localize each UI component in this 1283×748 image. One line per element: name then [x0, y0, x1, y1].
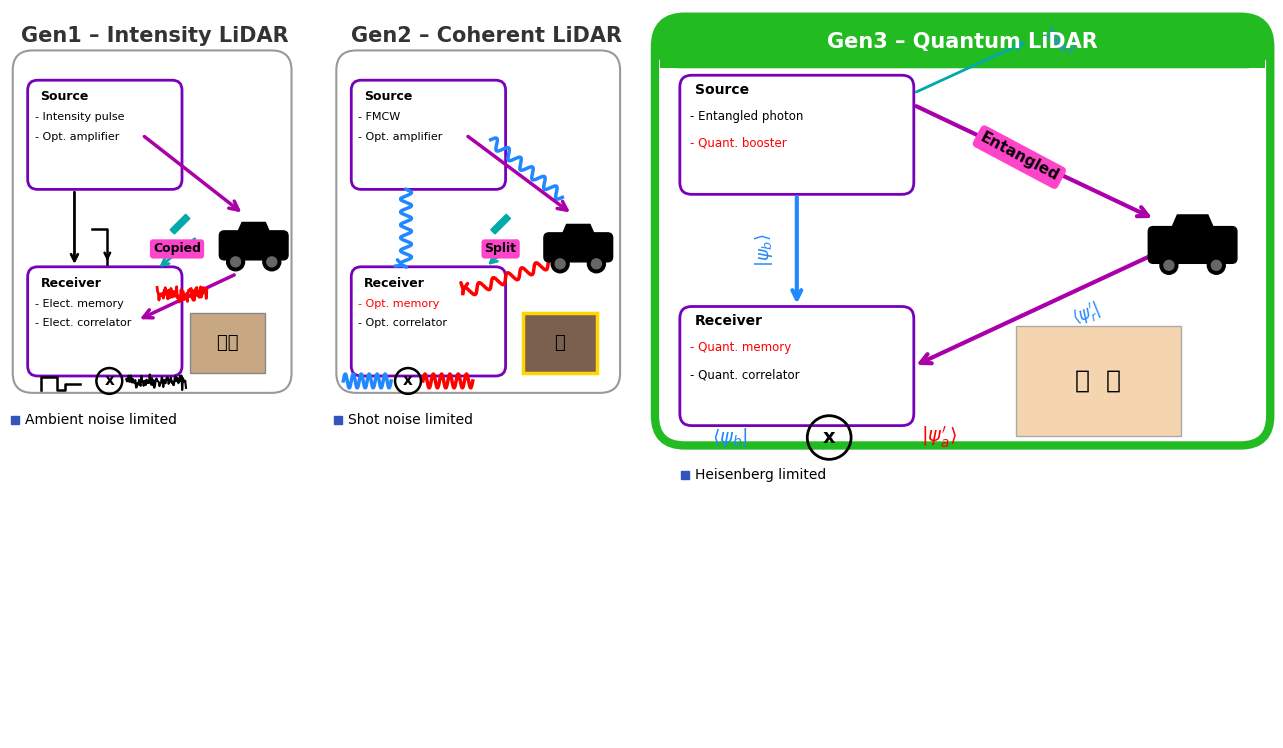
Text: Gen2 – Coherent LiDAR: Gen2 – Coherent LiDAR: [352, 25, 622, 46]
Text: - Opt. amplifier: - Opt. amplifier: [358, 132, 443, 142]
Polygon shape: [237, 222, 269, 233]
FancyBboxPatch shape: [659, 43, 1265, 68]
FancyBboxPatch shape: [654, 16, 1270, 446]
FancyBboxPatch shape: [28, 80, 182, 189]
FancyBboxPatch shape: [544, 233, 612, 262]
Circle shape: [231, 257, 240, 267]
FancyBboxPatch shape: [352, 267, 506, 376]
Text: x: x: [104, 373, 114, 388]
Text: x: x: [822, 428, 835, 447]
FancyBboxPatch shape: [654, 16, 1270, 68]
Text: Receiver: Receiver: [364, 277, 425, 289]
Circle shape: [588, 255, 606, 273]
Text: - Quant. booster: - Quant. booster: [690, 137, 786, 150]
Text: $|\psi_b\rangle$: $|\psi_b\rangle$: [753, 233, 775, 267]
Circle shape: [1160, 257, 1178, 275]
Text: $|\psi_a\rangle$: $|\psi_a\rangle$: [1041, 22, 1080, 58]
Circle shape: [591, 259, 602, 269]
FancyBboxPatch shape: [1148, 227, 1237, 263]
Circle shape: [1207, 257, 1225, 275]
FancyBboxPatch shape: [352, 80, 506, 189]
Text: - Opt. amplifier: - Opt. amplifier: [35, 132, 119, 142]
Text: - Elect. memory: - Elect. memory: [35, 298, 123, 309]
FancyBboxPatch shape: [522, 313, 597, 373]
Text: Gen1 – Intensity LiDAR: Gen1 – Intensity LiDAR: [21, 25, 289, 46]
Text: - Intensity pulse: - Intensity pulse: [35, 112, 124, 122]
Circle shape: [263, 253, 281, 271]
Text: - Quant. memory: - Quant. memory: [690, 341, 792, 355]
Circle shape: [552, 255, 570, 273]
Text: - FMCW: - FMCW: [358, 112, 400, 122]
Circle shape: [227, 253, 245, 271]
Text: - Entangled photon: - Entangled photon: [690, 110, 803, 123]
FancyBboxPatch shape: [680, 76, 913, 194]
Text: Receiver: Receiver: [41, 277, 101, 289]
Text: Shot noise limited: Shot noise limited: [348, 413, 473, 426]
Text: Entangled: Entangled: [978, 130, 1061, 184]
Text: Source: Source: [41, 90, 89, 103]
Text: - Opt. correlator: - Opt. correlator: [358, 319, 448, 328]
Text: - Elect. correlator: - Elect. correlator: [35, 319, 131, 328]
Text: Source: Source: [695, 83, 749, 97]
FancyBboxPatch shape: [680, 307, 913, 426]
Text: $\langle\psi_r'|$: $\langle\psi_r'|$: [1069, 298, 1105, 331]
Text: 👩‍👩: 👩‍👩: [217, 334, 239, 352]
Text: Split: Split: [485, 242, 517, 255]
Text: Copied: Copied: [153, 242, 201, 255]
FancyBboxPatch shape: [171, 214, 190, 234]
FancyBboxPatch shape: [219, 231, 289, 260]
Circle shape: [1164, 260, 1174, 270]
Text: Gen3 – Quantum LiDAR: Gen3 – Quantum LiDAR: [828, 32, 1098, 52]
Polygon shape: [562, 224, 594, 235]
FancyBboxPatch shape: [1016, 326, 1180, 435]
Text: - Quant. correlator: - Quant. correlator: [690, 368, 799, 381]
Text: $|\psi_a'\rangle$: $|\psi_a'\rangle$: [921, 425, 957, 450]
FancyBboxPatch shape: [491, 214, 511, 234]
FancyBboxPatch shape: [28, 267, 182, 376]
Text: Source: Source: [364, 90, 413, 103]
FancyBboxPatch shape: [336, 50, 620, 393]
FancyBboxPatch shape: [190, 313, 264, 373]
Circle shape: [1211, 260, 1221, 270]
Polygon shape: [1171, 215, 1214, 229]
Text: x: x: [403, 373, 413, 388]
Text: 👶  👶: 👶 👶: [1075, 369, 1121, 393]
Text: - Opt. memory: - Opt. memory: [358, 298, 440, 309]
Text: $\langle\psi_b|$: $\langle\psi_b|$: [712, 426, 748, 449]
Text: Ambient noise limited: Ambient noise limited: [24, 413, 177, 426]
Text: 📷: 📷: [554, 334, 566, 352]
Circle shape: [267, 257, 277, 267]
Text: Receiver: Receiver: [695, 314, 763, 328]
Text: Heisenberg limited: Heisenberg limited: [695, 468, 826, 482]
FancyBboxPatch shape: [13, 50, 291, 393]
Circle shape: [556, 259, 565, 269]
